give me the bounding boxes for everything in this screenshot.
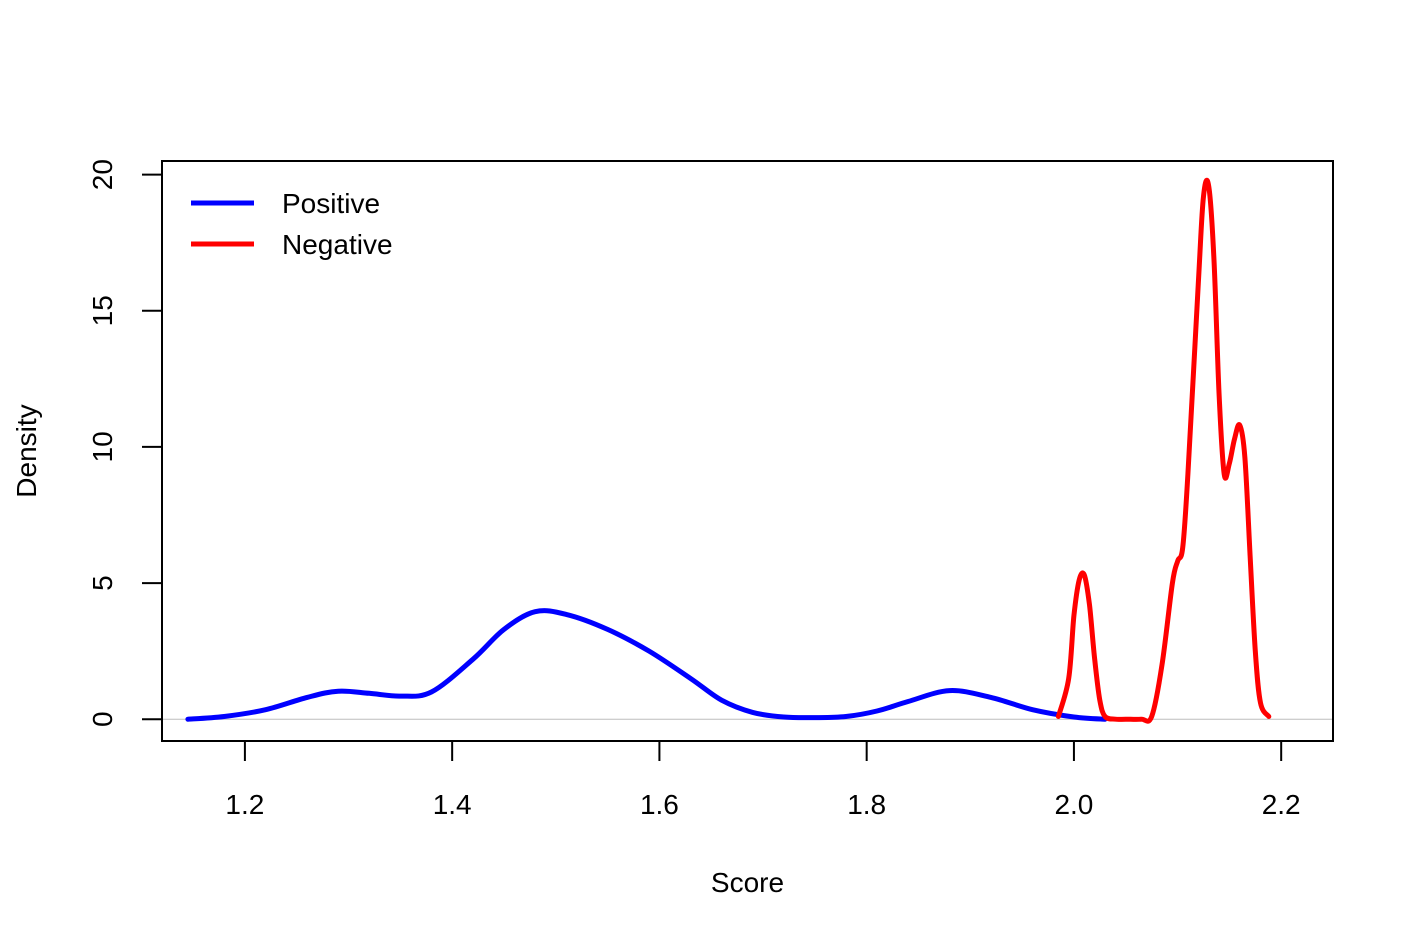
x-tick-label: 1.4 (433, 789, 472, 820)
y-tick-label: 0 (87, 711, 118, 727)
legend: Positive Negative (191, 188, 393, 260)
series-line-positive (185, 608, 1108, 722)
legend-label-negative: Negative (282, 229, 393, 260)
y-tick-label: 20 (87, 159, 118, 190)
legend-label-positive: Positive (282, 188, 380, 219)
x-tick-label: 1.8 (847, 789, 886, 820)
y-tick-label: 15 (87, 295, 118, 326)
x-tick-label: 2.0 (1054, 789, 1093, 820)
y-tick-label: 5 (87, 575, 118, 591)
series-layer (185, 177, 1272, 724)
x-tick-label: 1.2 (225, 789, 264, 820)
y-tick-label: 10 (87, 431, 118, 462)
series-line-negative (1055, 177, 1272, 724)
x-axis: 1.2 1.4 1.6 1.8 2.0 2.2 (225, 740, 1301, 820)
x-tick-label: 1.6 (640, 789, 679, 820)
y-axis-label: Density (11, 404, 42, 497)
y-axis: 0 5 10 15 20 (87, 159, 163, 727)
x-tick-label: 2.2 (1262, 789, 1301, 820)
x-axis-label: Score (711, 867, 784, 898)
